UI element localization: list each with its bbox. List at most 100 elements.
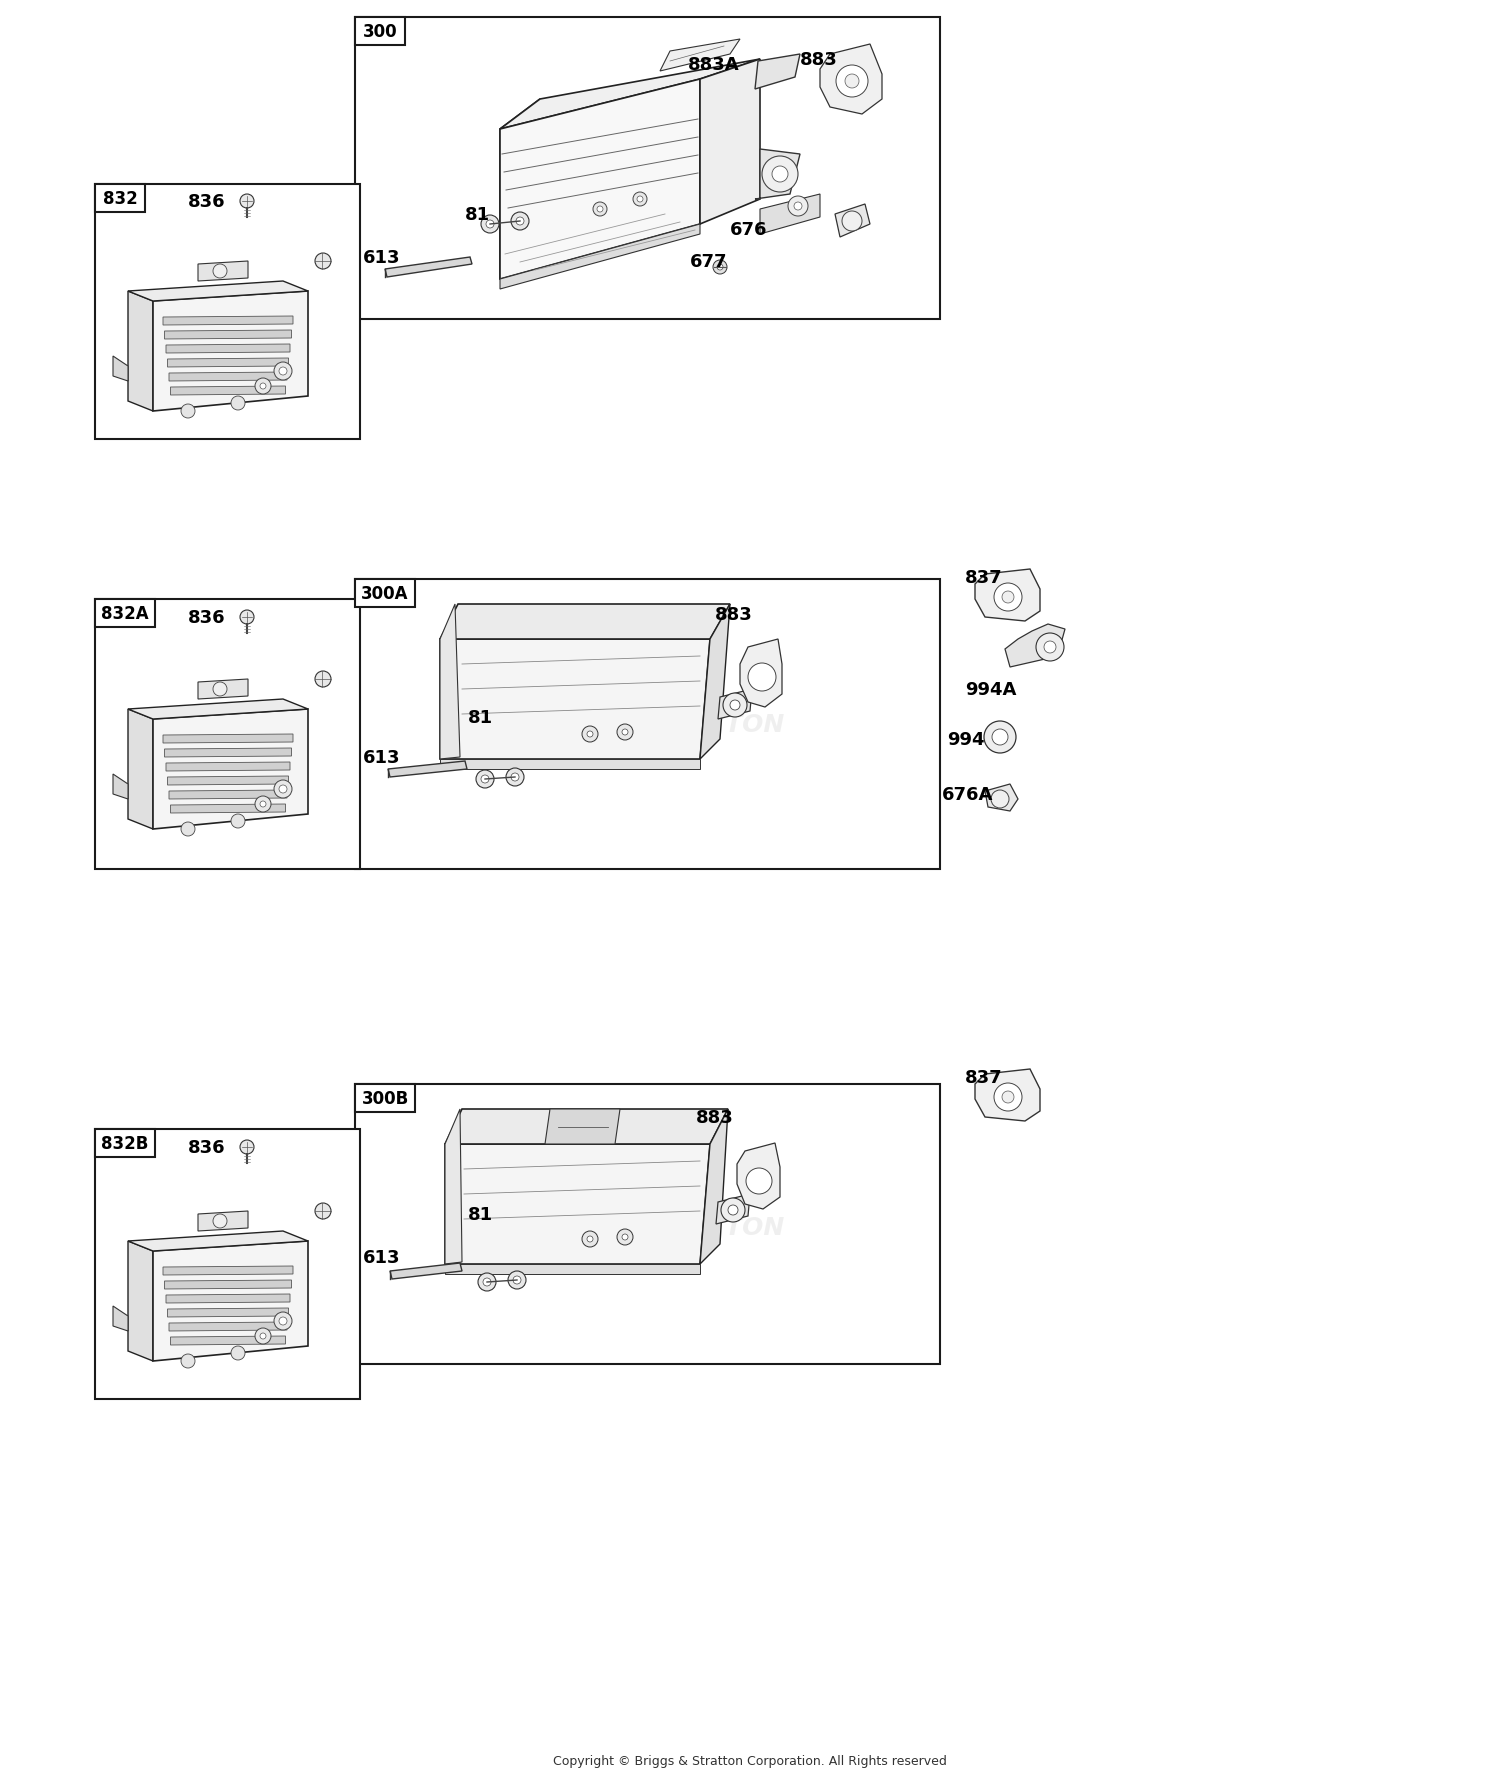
Circle shape [712, 261, 728, 276]
Circle shape [586, 732, 592, 737]
Circle shape [616, 725, 633, 741]
Bar [356, 1084, 416, 1113]
Polygon shape [112, 356, 128, 381]
Circle shape [213, 265, 226, 279]
Circle shape [746, 1168, 772, 1195]
Circle shape [788, 197, 808, 216]
Circle shape [586, 1236, 592, 1242]
Circle shape [622, 730, 628, 735]
Polygon shape [170, 791, 286, 800]
Bar [94, 184, 146, 213]
Circle shape [513, 1276, 520, 1285]
Circle shape [512, 773, 519, 782]
Bar [356, 18, 405, 47]
Bar [94, 1129, 154, 1157]
Circle shape [723, 694, 747, 717]
Circle shape [842, 211, 862, 233]
Bar [94, 1129, 360, 1399]
Polygon shape [718, 689, 752, 719]
Text: BRIGGS&STRATTON: BRIGGS&STRATTON [509, 168, 784, 191]
Circle shape [633, 193, 646, 208]
Circle shape [722, 1199, 746, 1222]
Circle shape [279, 785, 286, 794]
Circle shape [213, 1215, 226, 1229]
Circle shape [274, 780, 292, 798]
Bar [356, 18, 940, 320]
Polygon shape [128, 283, 308, 302]
Polygon shape [198, 261, 248, 283]
Text: 883A: 883A [688, 55, 740, 73]
Circle shape [240, 195, 254, 209]
Circle shape [512, 213, 530, 231]
Circle shape [478, 1274, 496, 1292]
Polygon shape [164, 1267, 292, 1276]
Circle shape [992, 791, 1010, 809]
Polygon shape [170, 372, 286, 381]
Text: 300A: 300A [362, 585, 408, 603]
Text: 883: 883 [800, 50, 837, 70]
Text: 81: 81 [465, 206, 490, 224]
Polygon shape [760, 195, 820, 234]
Polygon shape [821, 45, 882, 114]
Circle shape [794, 202, 802, 211]
Circle shape [279, 369, 286, 376]
Circle shape [274, 363, 292, 381]
Circle shape [836, 66, 868, 98]
Polygon shape [500, 61, 760, 131]
Text: BRIGGS&STRATTON: BRIGGS&STRATTON [509, 712, 784, 737]
Polygon shape [736, 1143, 780, 1209]
Bar [94, 599, 360, 869]
Circle shape [255, 379, 272, 395]
Polygon shape [128, 1231, 308, 1251]
Polygon shape [754, 150, 800, 200]
Text: 994A: 994A [964, 680, 1017, 699]
Polygon shape [446, 1265, 700, 1274]
Circle shape [231, 814, 244, 828]
Circle shape [231, 397, 244, 411]
Circle shape [476, 771, 494, 789]
Circle shape [482, 776, 489, 784]
Bar [94, 599, 154, 628]
Text: 832B: 832B [102, 1134, 148, 1152]
Circle shape [231, 1347, 244, 1360]
Text: 676: 676 [730, 220, 768, 240]
Circle shape [213, 683, 226, 696]
Polygon shape [165, 1281, 291, 1290]
Text: 300B: 300B [362, 1090, 408, 1107]
Circle shape [509, 1272, 526, 1290]
Circle shape [1036, 633, 1064, 662]
Circle shape [260, 1333, 266, 1340]
Polygon shape [128, 1242, 153, 1361]
Circle shape [994, 1084, 1022, 1111]
Polygon shape [440, 605, 460, 760]
Circle shape [506, 769, 524, 787]
Circle shape [992, 730, 1008, 746]
Circle shape [582, 726, 598, 742]
Polygon shape [660, 39, 740, 72]
Polygon shape [500, 81, 700, 279]
Circle shape [274, 1313, 292, 1331]
Polygon shape [440, 760, 700, 769]
Text: 836: 836 [188, 608, 225, 626]
Circle shape [1002, 592, 1014, 603]
Circle shape [483, 1279, 490, 1286]
Polygon shape [500, 100, 540, 279]
Polygon shape [166, 1293, 290, 1302]
Polygon shape [153, 1242, 308, 1361]
Circle shape [240, 1140, 254, 1154]
Circle shape [255, 796, 272, 812]
Polygon shape [198, 1211, 248, 1231]
Bar [356, 580, 416, 608]
Circle shape [182, 404, 195, 419]
Circle shape [240, 610, 254, 624]
Circle shape [638, 197, 644, 202]
Circle shape [516, 218, 524, 225]
Polygon shape [164, 735, 292, 744]
Polygon shape [740, 640, 782, 708]
Text: 837: 837 [964, 569, 1002, 587]
Text: 883: 883 [696, 1109, 734, 1127]
Circle shape [616, 1229, 633, 1245]
Circle shape [315, 671, 332, 687]
Polygon shape [975, 569, 1040, 621]
Polygon shape [836, 206, 870, 238]
